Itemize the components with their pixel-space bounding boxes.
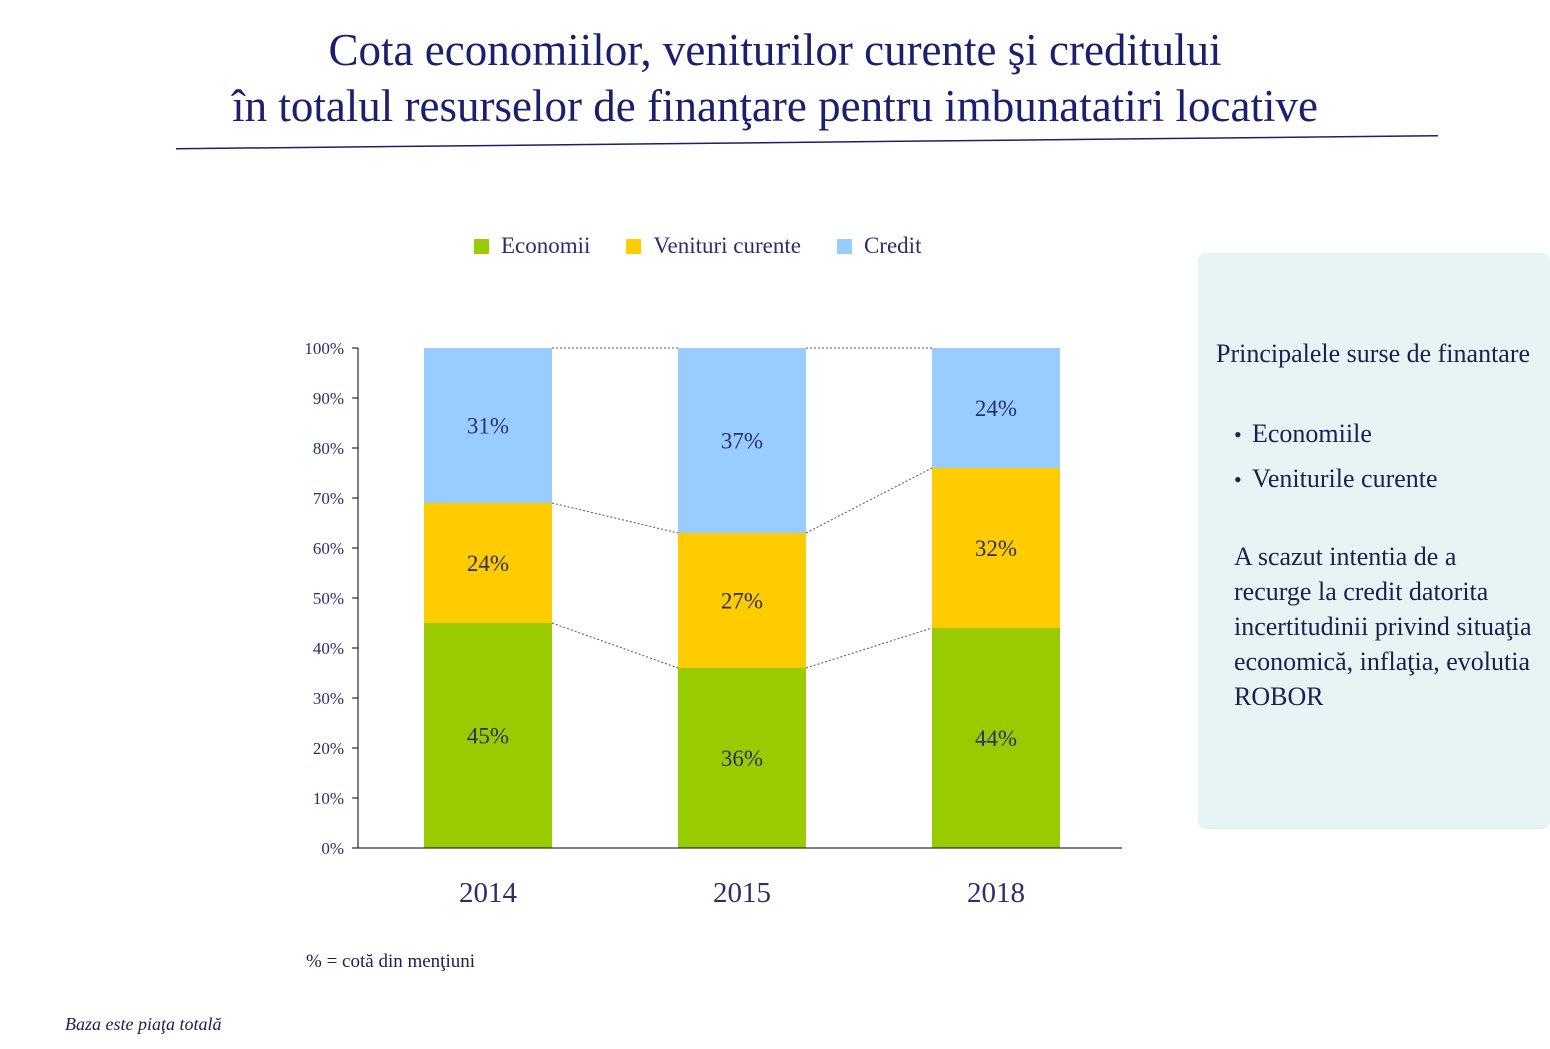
data-label: 36% (721, 746, 763, 771)
stacked-bar-chart: 45% 24% 31% 36% 27% 37% 44% 32% 24% 0% 10% 20% 30% 40… (304, 339, 1122, 909)
chart-note: % = cotă din menţiuni (306, 951, 476, 972)
bullet-icon: • (1234, 467, 1242, 492)
legend-item-venituri: Venituri curente (626, 233, 801, 259)
bar-segment (932, 628, 1060, 848)
legend-item-economii: Economii (474, 233, 590, 259)
y-tick-label: 60% (313, 539, 344, 558)
legend-label-credit: Credit (863, 233, 922, 258)
data-label: 45% (467, 724, 509, 749)
bar-segment (932, 348, 1060, 468)
bullet-icon: • (1234, 422, 1242, 447)
title-underline (176, 135, 1438, 150)
bar-segment (678, 533, 806, 668)
data-label: 24% (975, 396, 1017, 421)
summary-bullet-item: • Economiile (1234, 416, 1438, 452)
chart-legend: Economii Venituri curente Credit (474, 232, 957, 260)
data-label: 44% (975, 726, 1017, 751)
summary-bullet-text: Economiile (1252, 419, 1372, 448)
summary-bullet-item: • Veniturile curente (1234, 461, 1438, 497)
bar-segment (932, 468, 1060, 628)
legend-swatch-credit (836, 238, 852, 254)
base-footnote: Baza este piaţa totală (65, 1014, 222, 1034)
series-connector-line (805, 627, 933, 669)
y-tick-label: 30% (313, 689, 344, 708)
series-connector-line (551, 502, 679, 534)
bar-segment (424, 623, 552, 848)
x-category-label: 2014 (459, 877, 518, 909)
series-connector-line (805, 467, 933, 534)
y-tick-label: 40% (313, 639, 344, 658)
summary-bullet-list: • Economiile • Veniturile curente (1234, 416, 1438, 506)
data-label: 31% (467, 414, 509, 439)
y-tick-label: 80% (313, 439, 344, 458)
data-label: 37% (721, 429, 763, 454)
y-tick-label: 20% (313, 739, 344, 758)
legend-item-credit: Credit (836, 233, 922, 259)
x-category-label: 2015 (713, 877, 771, 909)
series-connector-line (551, 622, 679, 669)
bar-segment (424, 503, 552, 623)
y-tick-label: 90% (313, 389, 344, 408)
data-label: 24% (467, 551, 509, 576)
y-tick-label: 50% (313, 589, 344, 608)
legend-swatch-economii (474, 238, 489, 254)
legend-swatch-venituri (626, 238, 642, 254)
y-tick-label: 100% (304, 339, 344, 358)
summary-heading: Principalele surse de finantare (1216, 339, 1531, 368)
title-line-1: Cota economiilor, veniturilor curente şi… (328, 25, 1222, 75)
data-label: 32% (975, 536, 1017, 561)
legend-label-venituri: Venituri curente (653, 233, 801, 258)
y-tick-label: 70% (313, 489, 344, 508)
summary-bullet-text: Veniturile curente (1252, 464, 1438, 493)
bar-segment (424, 348, 552, 503)
title-line-2: în totalul resurselor de finanţare pentr… (232, 81, 1318, 131)
summary-text: A scazut intentia de a recurge la credit… (1234, 542, 1532, 711)
data-label: 27% (721, 589, 763, 614)
y-tick-label: 10% (313, 789, 344, 808)
x-category-label: 2018 (967, 877, 1025, 909)
summary-panel: Principalele surse de finantare • Economi… (1198, 253, 1550, 829)
bar-segment (678, 668, 806, 848)
bar-segment (678, 348, 806, 533)
page-title: Cota economiilor, veniturilor curente şi… (0, 22, 1550, 134)
y-tick-label: 0% (321, 839, 344, 858)
legend-label-economii: Economii (501, 233, 591, 258)
